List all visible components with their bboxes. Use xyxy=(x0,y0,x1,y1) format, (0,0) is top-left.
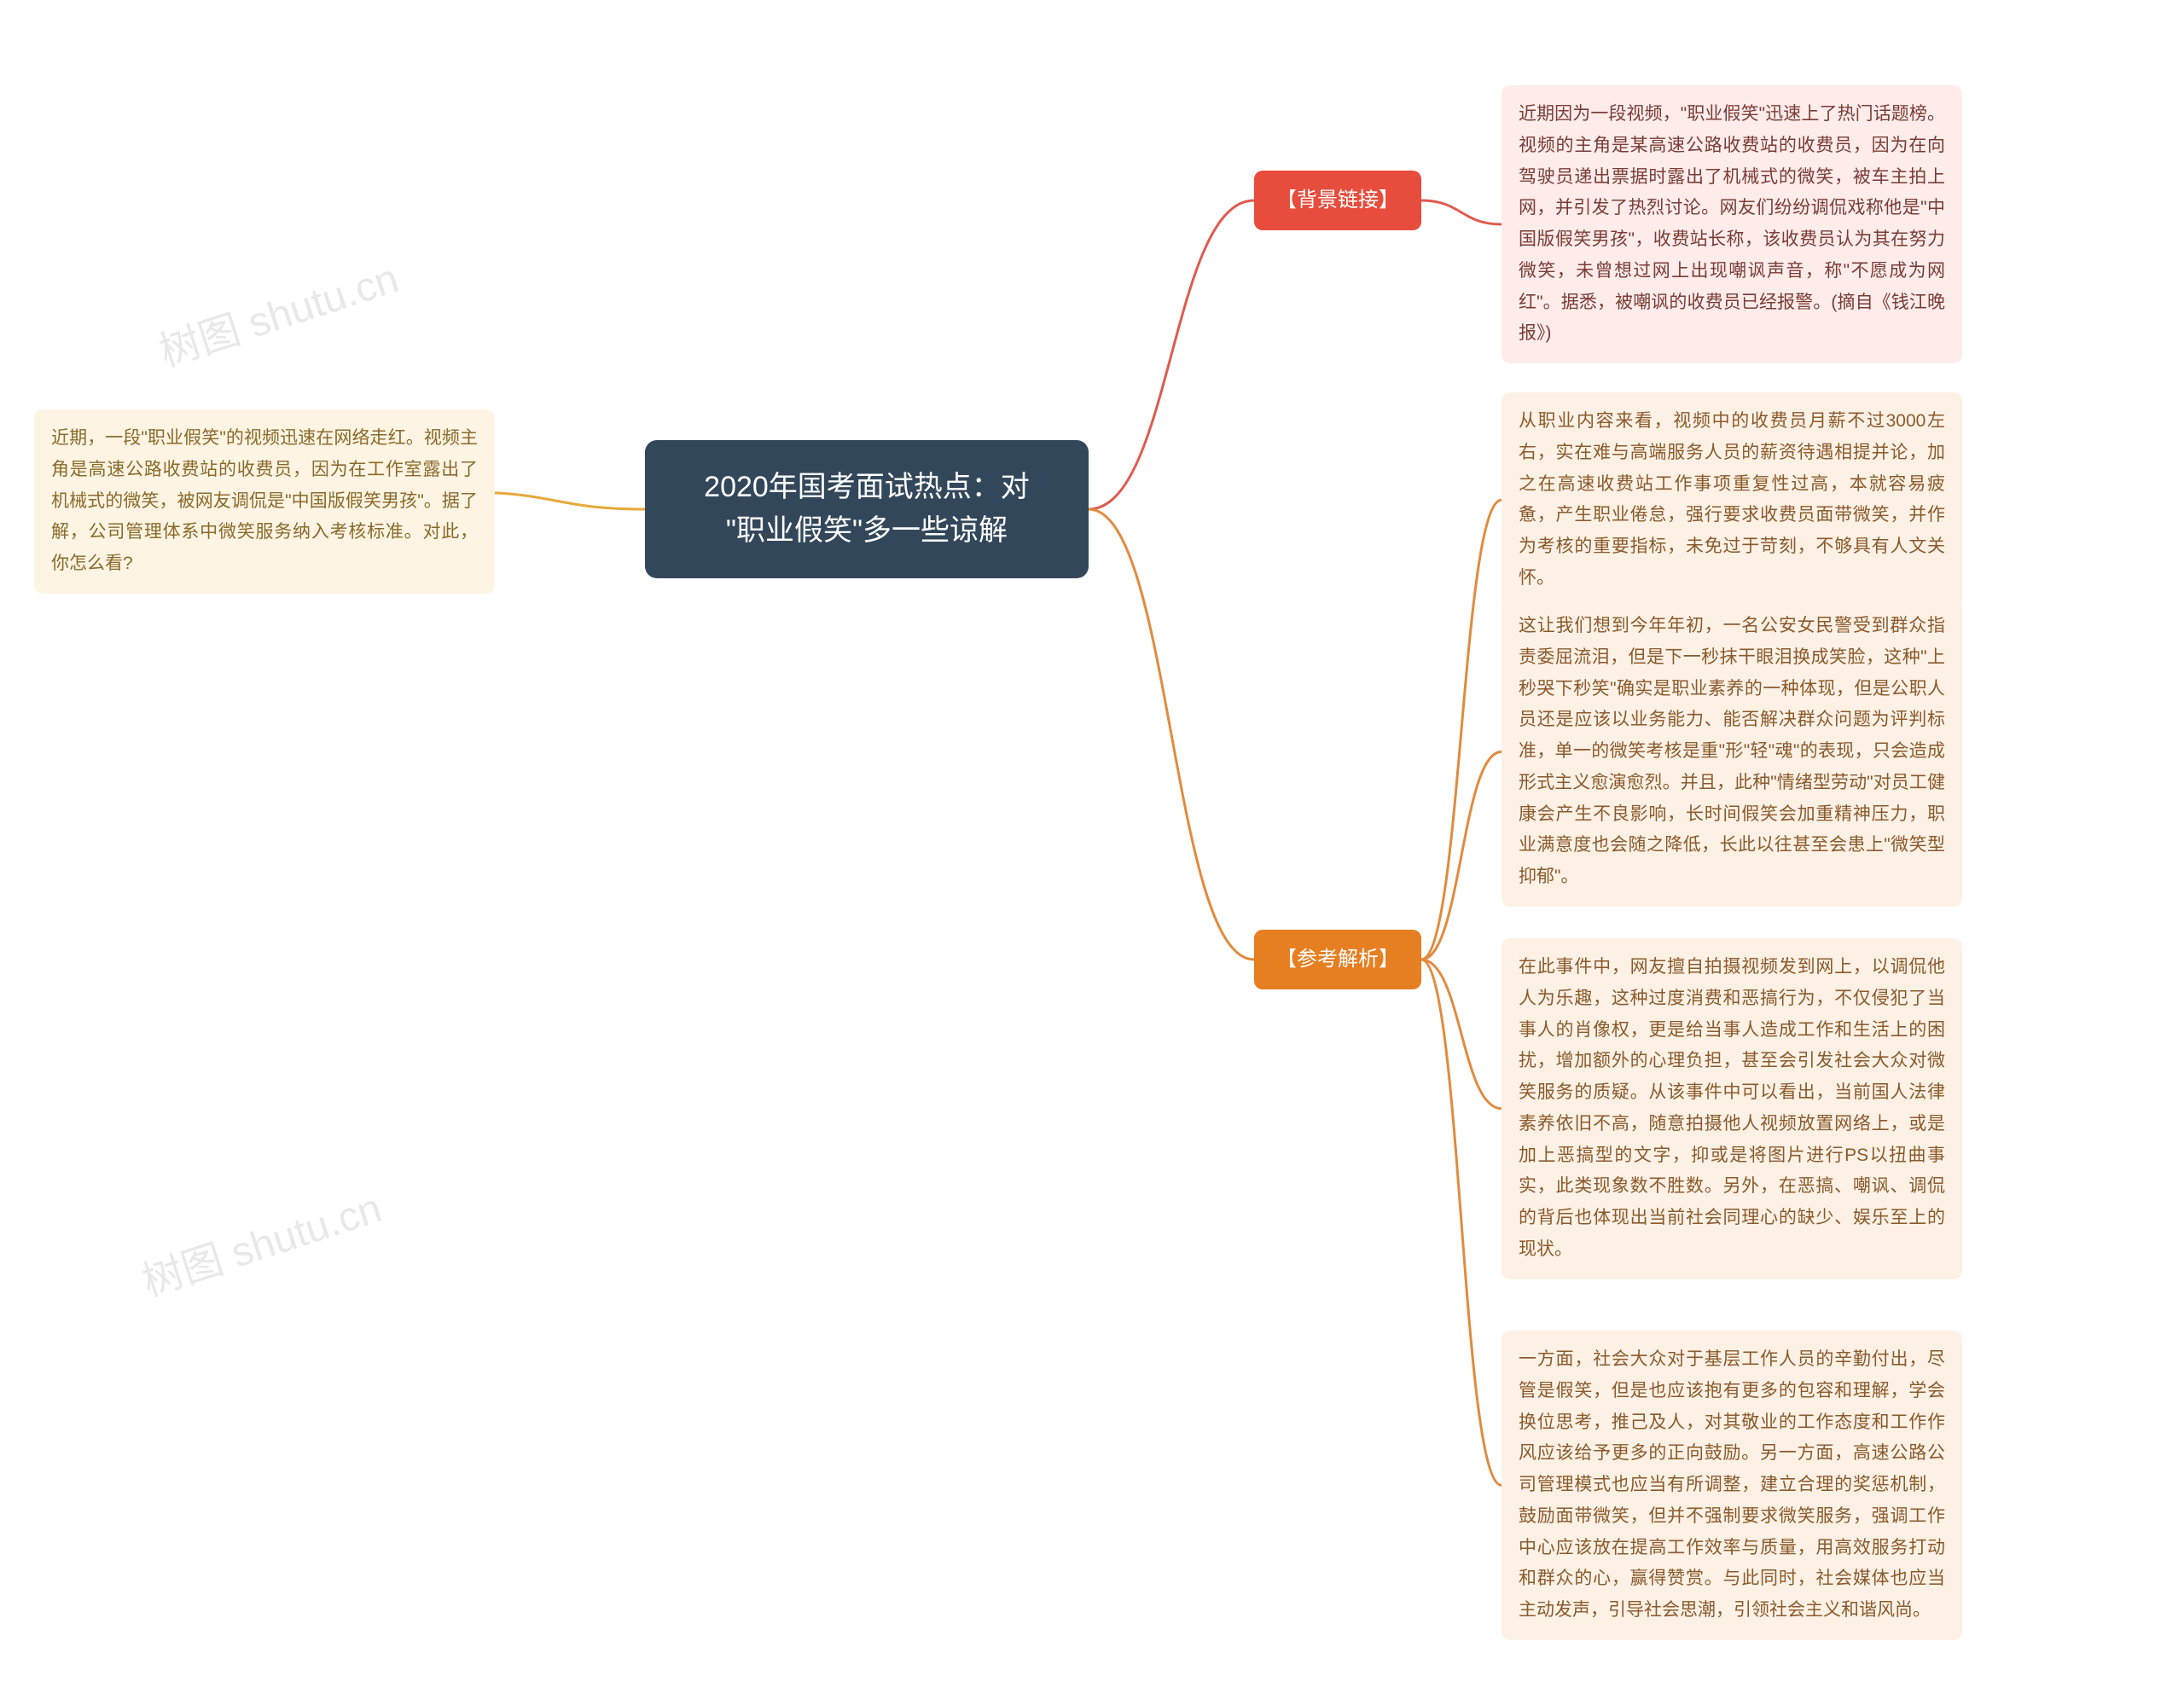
branch-bg[interactable]: 【背景链接】 xyxy=(1254,171,1421,230)
watermark: 树图 shutu.cn xyxy=(150,245,404,378)
watermark: 树图 shutu.cn xyxy=(133,1174,387,1308)
leaf-analysis-2[interactable]: 在此事件中，网友擅自拍摄视频发到网上，以调侃他人为乐趣，这种过度消费和恶搞行为，… xyxy=(1502,938,1962,1279)
leaf-bg-0[interactable]: 近期因为一段视频，"职业假笑"迅速上了热门话题榜。视频的主角是某高速公路收费站的… xyxy=(1502,85,1962,363)
leaf-analysis-0[interactable]: 从职业内容来看，视频中的收费员月薪不过3000左右，实在难与高端服务人员的薪资待… xyxy=(1502,392,1962,608)
center-node[interactable]: 2020年国考面试热点：对"职业假笑"多一些谅解 xyxy=(645,440,1089,578)
leaf-analysis-3[interactable]: 一方面，社会大众对于基层工作人员的辛勤付出，尽管是假笑，但是也应该抱有更多的包容… xyxy=(1502,1331,1962,1640)
leaf-analysis-1[interactable]: 这让我们想到今年年初，一名公安女民警受到群众指责委屈流泪，但是下一秒抹干眼泪换成… xyxy=(1502,597,1962,907)
branch-analysis[interactable]: 【参考解析】 xyxy=(1254,930,1421,989)
leaf-predict-0[interactable]: 近期，一段"职业假笑"的视频迅速在网络走红。视频主角是高速公路收费站的收费员，因… xyxy=(34,409,495,594)
